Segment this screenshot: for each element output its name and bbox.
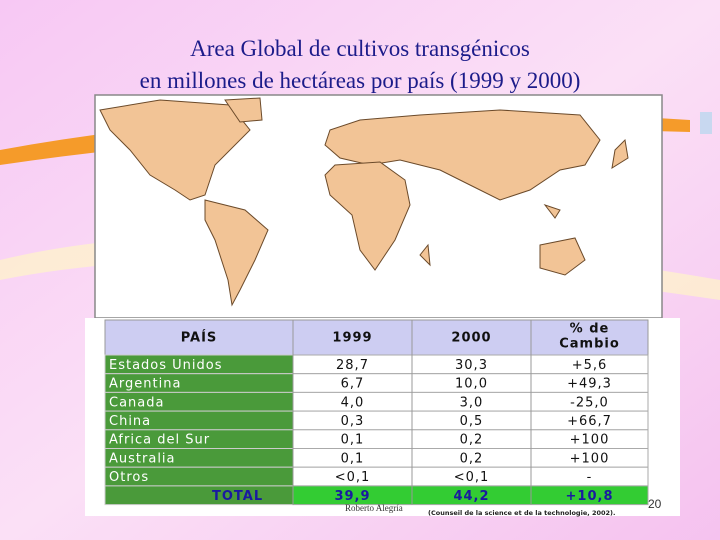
country-cell: China (109, 414, 151, 429)
value-cell: 28,7 (336, 358, 369, 373)
value-cell: 0,1 (341, 451, 365, 466)
value-cell: +49,3 (567, 377, 612, 392)
value-cell: 0,2 (460, 433, 484, 448)
country-cell: Africa del Sur (109, 433, 210, 448)
country-cell: TOTAL (212, 489, 263, 504)
value-cell: 10,0 (455, 377, 488, 392)
header-cell: Cambio (559, 337, 620, 352)
value-cell: -25,0 (570, 395, 609, 410)
value-cell: +100 (570, 451, 610, 466)
title-line: en millones de hectáreas por país (1999 … (140, 68, 581, 93)
world-map (94, 94, 663, 319)
country-cell: Argentina (109, 377, 181, 392)
value-cell: <0,1 (454, 470, 490, 485)
value-cell: 0,1 (341, 433, 365, 448)
value-cell: 39,9 (334, 489, 370, 504)
country-cell: Estados Unidos (109, 358, 223, 373)
country-cell-bg (104, 485, 294, 506)
header-row (104, 319, 649, 356)
value-cell: 0,2 (460, 451, 484, 466)
value-cell: +100 (570, 433, 610, 448)
value-cell: +66,7 (567, 414, 612, 429)
country-cell: Australia (109, 451, 176, 466)
value-cell: <0,1 (335, 470, 371, 485)
header-cell: % de (570, 322, 610, 337)
value-cell: 0,3 (341, 414, 365, 429)
value-cell: 30,3 (455, 358, 488, 373)
country-cell: Canada (109, 395, 164, 410)
header-cell: PAÍS (181, 330, 218, 346)
value-cell: - (587, 470, 593, 485)
value-cell: +10,8 (566, 489, 614, 504)
author: Roberto Alegría (345, 503, 403, 513)
value-cell: 0,5 (460, 414, 484, 429)
value-cell: 44,2 (453, 489, 489, 504)
value-cell: 4,0 (341, 395, 365, 410)
header-cell: 1999 (332, 331, 372, 346)
value-cell: +5,6 (572, 358, 608, 373)
value-cell: 6,7 (341, 377, 365, 392)
header-cell: 2000 (451, 331, 491, 346)
page-number: 20 (648, 497, 662, 511)
value-cell: 3,0 (460, 395, 484, 410)
country-cell: Otros (109, 470, 149, 485)
source: (Counseil de la science et de la technol… (428, 509, 615, 517)
decor (700, 112, 712, 134)
title-line: Area Global de cultivos transgénicos (190, 36, 530, 61)
